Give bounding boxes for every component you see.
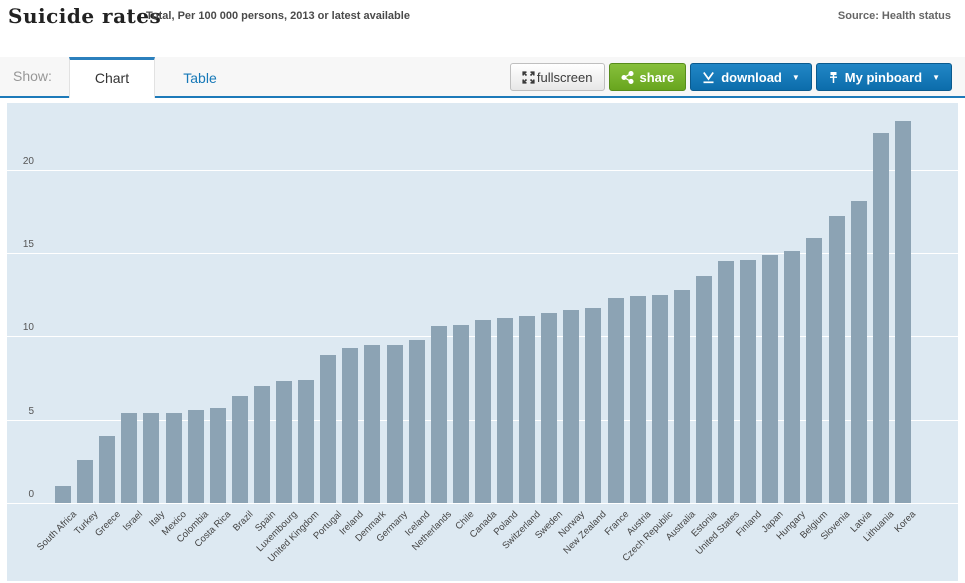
show-label: Show: [13, 68, 52, 84]
plot-area: 0 5 10 15 20 [7, 103, 958, 504]
page-subtitle: Total, Per 100 000 persons, 2013 or late… [146, 10, 410, 22]
bar-portugal[interactable] [320, 354, 337, 503]
tab-chart[interactable]: Chart [69, 57, 155, 98]
bar-united-states[interactable] [718, 261, 734, 503]
fullscreen-icon [522, 70, 535, 84]
x-axis-label: South Africa [34, 509, 79, 554]
bar-luxembourg[interactable] [276, 381, 292, 503]
bar-colombia[interactable] [187, 409, 204, 503]
gridline-20 [7, 169, 958, 171]
bar-norway[interactable] [563, 309, 580, 503]
bar-japan[interactable] [762, 254, 779, 503]
bar-denmark[interactable] [364, 344, 381, 503]
bar-netherlands[interactable] [430, 326, 447, 503]
bar-hungary[interactable] [784, 251, 801, 503]
bar-israel[interactable] [121, 413, 138, 503]
x-axis-line [7, 503, 958, 504]
bar-slovenia[interactable] [828, 216, 845, 503]
bar-costa-rica[interactable] [209, 408, 226, 503]
bar-iceland[interactable] [408, 339, 425, 503]
download-icon [702, 71, 715, 84]
bar-sweden[interactable] [541, 313, 558, 503]
source-label[interactable]: Source: Health status [837, 10, 951, 22]
bar-estonia[interactable] [695, 276, 712, 503]
bar-belgium[interactable] [806, 238, 823, 503]
y-tick-label: 0 [28, 489, 34, 500]
x-axis-label: France [602, 509, 632, 538]
share-button[interactable]: share [608, 63, 687, 91]
pin-icon [828, 71, 839, 84]
pinboard-caret-icon: ▼ [932, 72, 940, 82]
bar-germany[interactable] [386, 344, 403, 503]
x-axis-label: Brazil [230, 509, 256, 534]
bar-turkey[interactable] [77, 459, 94, 503]
page-header: Suicide rates Total, Per 100 000 persons… [0, 0, 965, 57]
bar-switzerland[interactable] [519, 316, 536, 503]
bar-france[interactable] [607, 298, 624, 503]
bar-czech-republic[interactable] [651, 294, 668, 503]
share-label: share [639, 69, 675, 85]
bar-italy[interactable] [143, 413, 160, 503]
toolbar: Show: Chart Table fullscreen share downl [0, 57, 965, 98]
bar-spain[interactable] [253, 386, 270, 503]
bar-brazil[interactable] [231, 396, 248, 503]
pinboard-label: My pinboard [844, 69, 923, 85]
x-axis-label: Korea [892, 509, 919, 535]
y-tick-label: 5 [28, 405, 34, 417]
gridline-15 [7, 253, 958, 254]
download-button[interactable]: download ▼ [690, 63, 812, 91]
bar-canada[interactable] [474, 319, 491, 503]
pinboard-button[interactable]: My pinboard ▼ [815, 63, 952, 91]
bar-lithuania[interactable] [872, 133, 889, 503]
page-title: Suicide rates [8, 4, 162, 28]
bar-south-africa[interactable] [55, 486, 71, 503]
bar-latvia[interactable] [850, 201, 867, 503]
y-tick-label: 10 [22, 322, 34, 334]
tab-table[interactable]: Table [183, 70, 217, 86]
bar-chile[interactable] [452, 324, 469, 503]
download-caret-icon: ▼ [791, 72, 800, 82]
fullscreen-label: fullscreen [536, 69, 593, 85]
bar-austria[interactable] [629, 296, 646, 503]
bar-ireland[interactable] [342, 348, 359, 503]
download-label: download [721, 69, 782, 85]
bar-greece[interactable] [99, 436, 116, 503]
chart-area: 0 5 10 15 20 South Africa Turkey Greece Israel I… [7, 103, 958, 581]
x-axis-label: Israel [120, 509, 146, 534]
y-tick-label: 15 [22, 239, 34, 250]
bar-mexico[interactable] [165, 413, 182, 503]
share-icon [620, 70, 634, 84]
bar-finland[interactable] [740, 259, 757, 503]
bar-korea[interactable] [894, 121, 911, 503]
bar-australia[interactable] [673, 289, 690, 503]
bar-united-kingdom[interactable] [298, 379, 315, 503]
bar-new-zealand[interactable] [585, 308, 602, 503]
fullscreen-button[interactable]: fullscreen [509, 63, 605, 91]
toolbar-buttons: fullscreen share download ▼ My pinboard [509, 63, 952, 91]
bar-poland[interactable] [497, 318, 513, 503]
y-tick-label: 20 [22, 155, 34, 167]
x-axis-labels: South Africa Turkey Greece Israel Italy Mexic… [7, 509, 958, 581]
